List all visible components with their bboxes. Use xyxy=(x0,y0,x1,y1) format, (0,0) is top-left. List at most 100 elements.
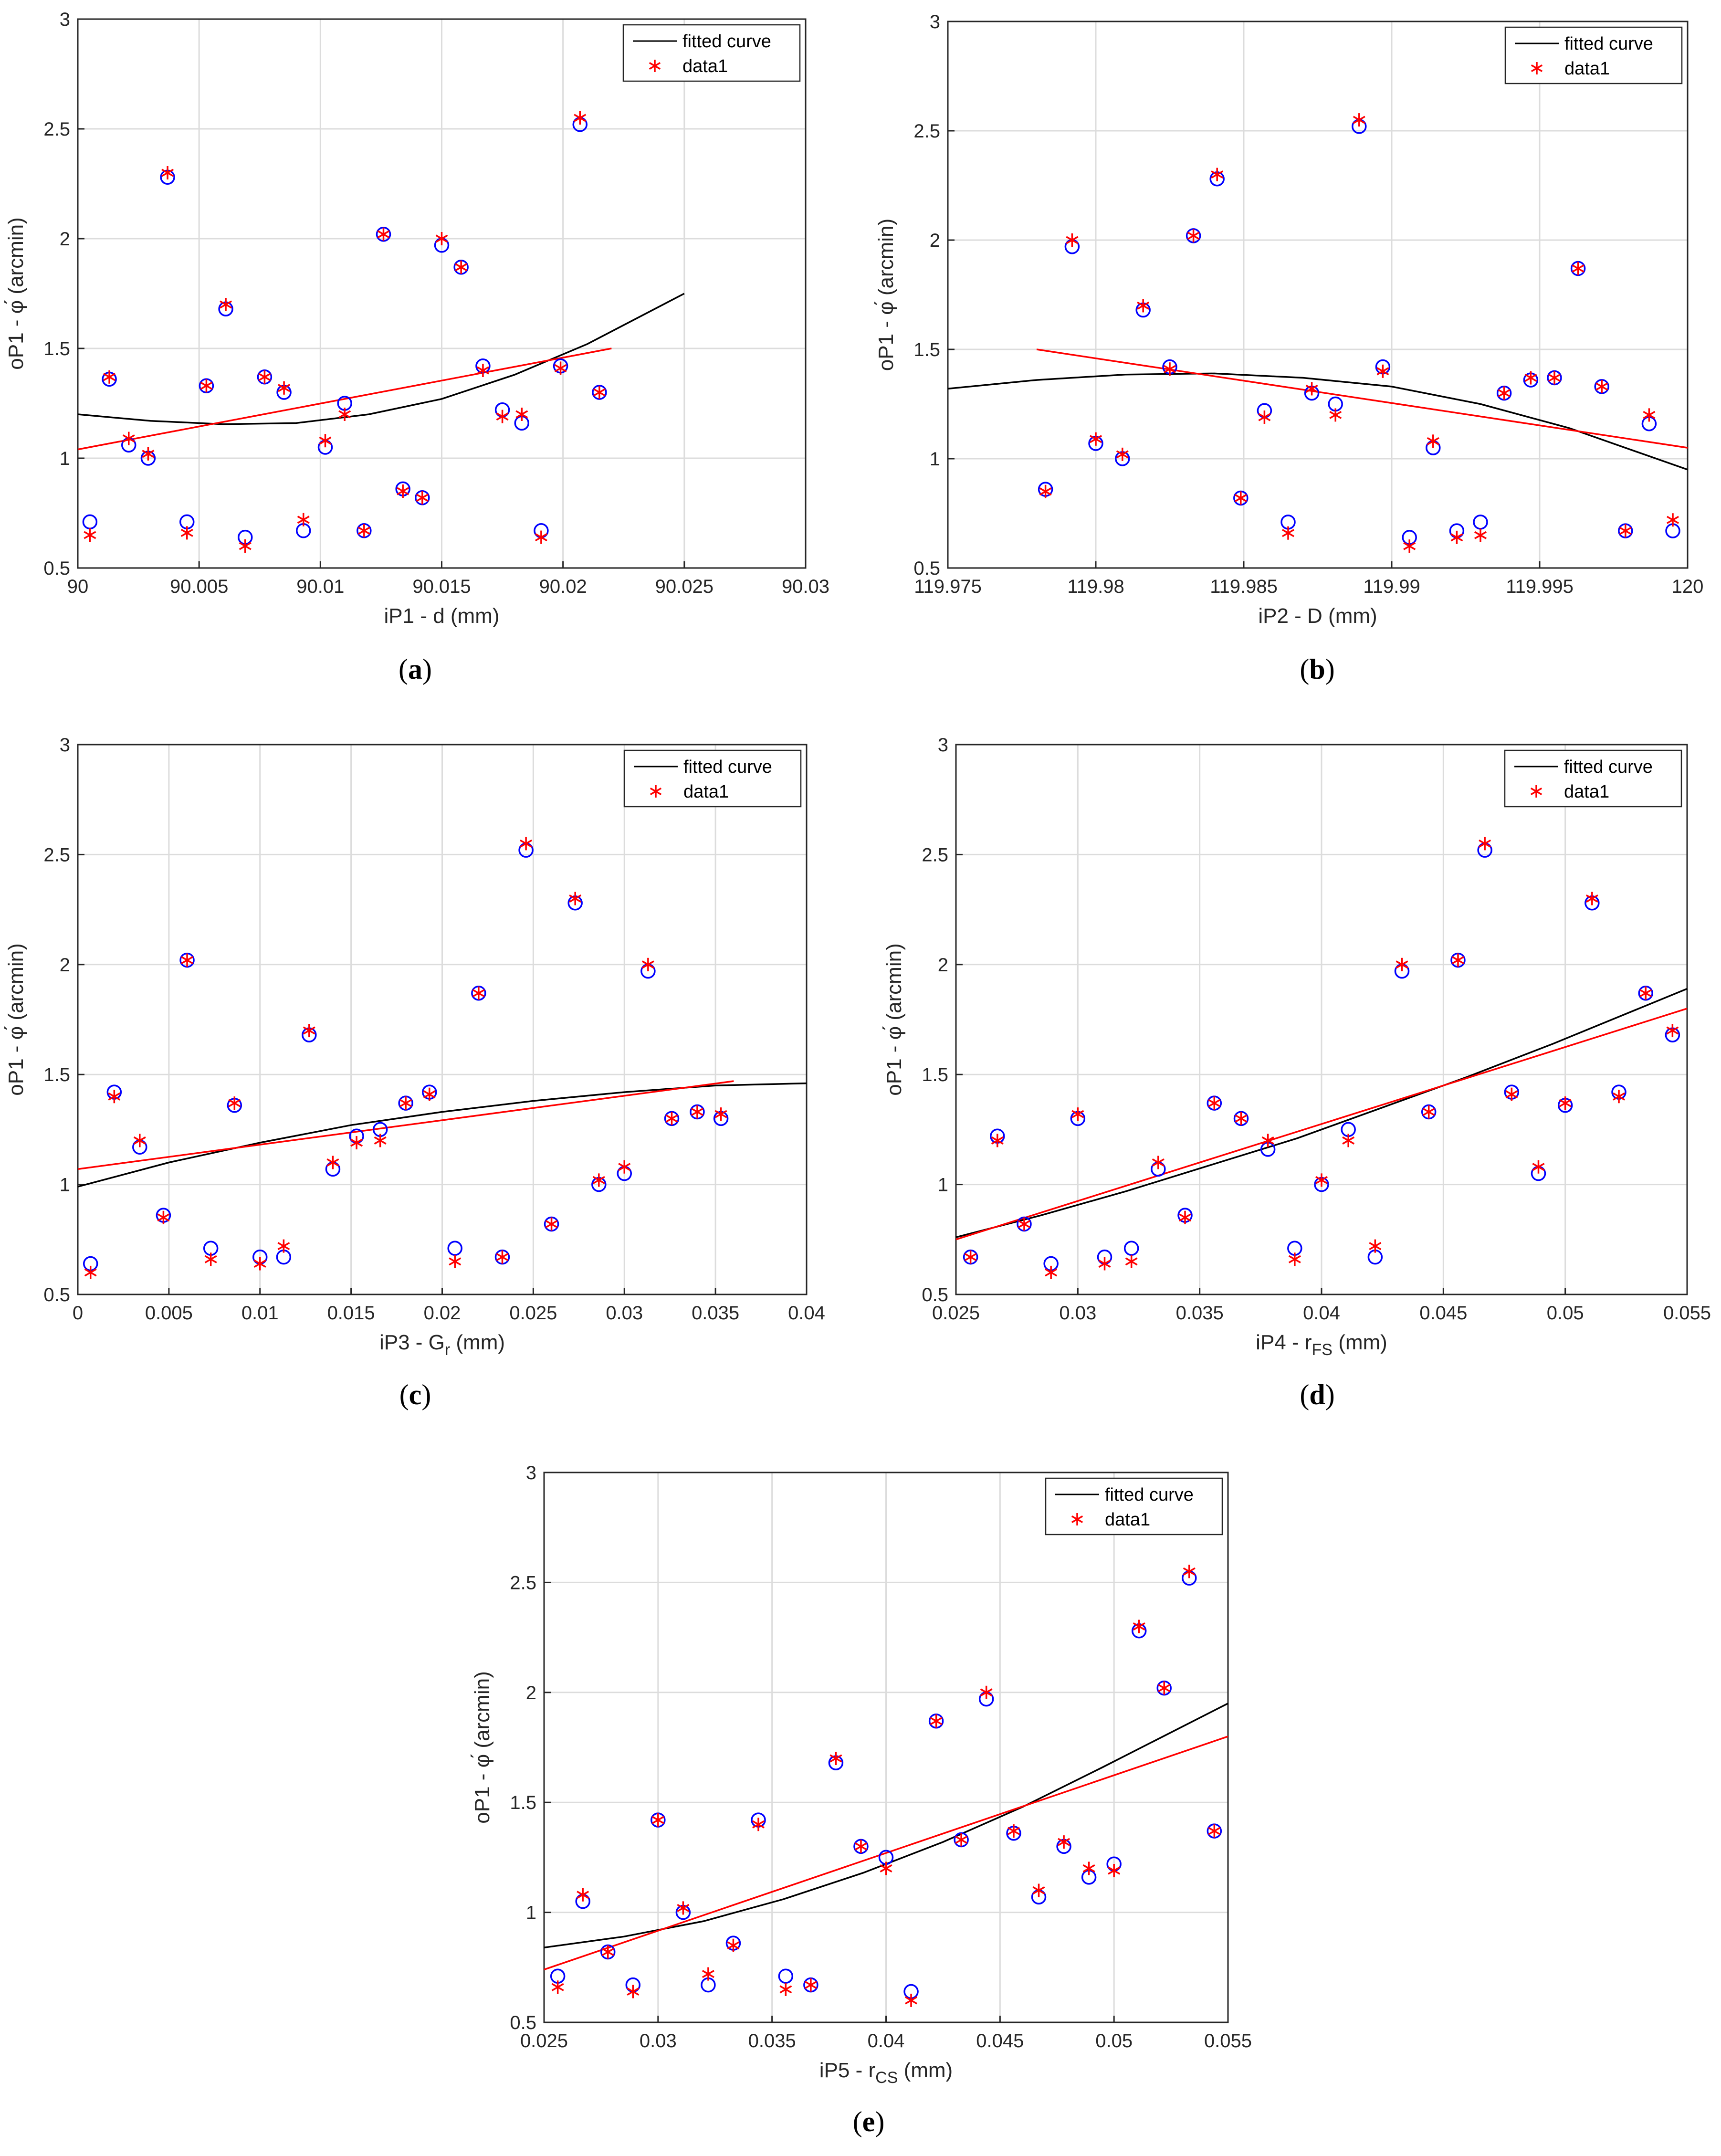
star-point xyxy=(258,370,271,384)
star-point xyxy=(551,1980,564,1994)
x-tick-label: 90.01 xyxy=(296,576,344,597)
star-point xyxy=(1234,491,1247,505)
y-tick-label: 2 xyxy=(930,230,940,251)
legend: fitted curve data1 xyxy=(1504,749,1682,808)
axes-box xyxy=(77,18,807,569)
star-point xyxy=(930,1714,943,1728)
star-point xyxy=(476,364,489,377)
star-point xyxy=(1258,410,1271,424)
star-point xyxy=(574,111,587,125)
star-point xyxy=(1032,1883,1045,1897)
chart-panel-4: 0.025 0.03 0.035 0.04 0.045 0.05 0.055 0.5 1 1.5 2… xyxy=(882,735,1711,1410)
star-point xyxy=(374,1134,387,1147)
star-point xyxy=(1450,530,1463,544)
linear-fit-line xyxy=(955,1008,1688,1241)
x-tick-label: 0.035 xyxy=(1176,1303,1224,1324)
y-axis-label: oP1 - φ́ (arcmin) xyxy=(4,943,28,1095)
star-point xyxy=(1152,1156,1165,1169)
x-tick-label: 0.035 xyxy=(748,2030,796,2051)
x-tick-label: 120 xyxy=(1672,576,1704,597)
x-tick-label: 90.02 xyxy=(539,576,587,597)
star-point xyxy=(200,379,213,393)
star-point xyxy=(297,513,310,526)
star-point xyxy=(1559,1096,1572,1110)
star-point xyxy=(520,837,533,851)
star-point xyxy=(627,1985,640,1998)
y-tick-label: 1 xyxy=(930,449,940,470)
x-axis-label: iP4 - rFS (mm) xyxy=(1256,1331,1387,1359)
legend-data-swatch xyxy=(650,785,662,798)
star-point xyxy=(677,1901,690,1915)
star-point xyxy=(727,1938,740,1952)
star-point xyxy=(423,1087,436,1101)
star-point xyxy=(496,1250,509,1264)
x-tick-label: 119.975 xyxy=(914,576,982,597)
star-point xyxy=(303,1024,315,1038)
star-point xyxy=(1116,447,1129,461)
x-tick-label: 0.055 xyxy=(1204,2030,1252,2051)
legend-data-label: data1 xyxy=(1564,782,1609,802)
star-point xyxy=(277,1239,290,1253)
star-point xyxy=(1133,1620,1145,1633)
y-tick-label: 2.5 xyxy=(43,844,70,865)
star-point xyxy=(1329,408,1342,422)
y-axis-label: oP1 - φ́ (arcmin) xyxy=(470,1671,494,1823)
x-tick-label: 90.03 xyxy=(782,576,829,597)
y-tick-label: 3 xyxy=(938,735,948,756)
y-tick-label: 1 xyxy=(938,1175,948,1196)
legend-data-swatch xyxy=(1530,785,1543,798)
star-point xyxy=(1422,1105,1435,1119)
star-point xyxy=(1282,526,1294,540)
star-point xyxy=(1305,382,1318,396)
chart-panel-1: 90 90.005 90.01 90.015 90.02 90.025 90.03 0.5 1 1… xyxy=(4,9,829,685)
star-point xyxy=(1235,1112,1248,1125)
star-point xyxy=(1125,1254,1138,1268)
legend-data-label: data1 xyxy=(683,782,729,802)
x-tick-label: 0.01 xyxy=(241,1303,279,1324)
y-axis-label: oP1 - φ́ (arcmin) xyxy=(882,943,906,1095)
star-point xyxy=(1639,986,1652,1000)
star-point xyxy=(569,892,582,905)
x-tick-label: 0.025 xyxy=(520,2030,568,2051)
star-point xyxy=(496,410,509,423)
star-point xyxy=(1548,371,1561,385)
y-tick-label: 0.5 xyxy=(43,558,70,579)
star-point xyxy=(1451,953,1464,967)
legend-fitted-label: fitted curve xyxy=(1105,1485,1194,1505)
x-tick-label: 90.015 xyxy=(412,576,471,597)
star-point xyxy=(535,530,547,544)
star-point xyxy=(253,1257,266,1271)
x-tick-label: 0.04 xyxy=(788,1303,825,1324)
plot-area xyxy=(948,21,1688,568)
x-tick-label: 0.03 xyxy=(640,2030,677,2051)
y-tick-label: 3 xyxy=(930,11,940,32)
star-point xyxy=(577,1888,589,1902)
x-tick-label: 0.035 xyxy=(692,1303,739,1324)
star-point xyxy=(1187,229,1200,242)
linear-fit-line xyxy=(544,1735,1228,1971)
star-point xyxy=(804,1978,817,1992)
x-axis-label: iP5 - rCS (mm) xyxy=(819,2059,953,2087)
star-point xyxy=(1208,1824,1221,1838)
star-point xyxy=(1158,1681,1171,1695)
y-tick-label: 1.5 xyxy=(510,1792,536,1813)
y-tick-label: 2.5 xyxy=(510,1572,536,1593)
star-point xyxy=(554,361,567,375)
star-point xyxy=(1179,1210,1192,1224)
legend-fitted-label: fitted curve xyxy=(1564,757,1653,777)
star-point xyxy=(1342,1134,1355,1147)
x-tick-label: 0.015 xyxy=(327,1303,375,1324)
star-point xyxy=(592,1173,605,1187)
star-point xyxy=(1208,1096,1221,1110)
x-tick-label: 0.045 xyxy=(976,2030,1024,2051)
legend-data-swatch xyxy=(1071,1513,1083,1525)
x-tick-label: 0.03 xyxy=(1059,1303,1096,1324)
y-tick-label: 2 xyxy=(60,955,70,976)
star-point xyxy=(1532,1160,1545,1174)
star-point xyxy=(1066,233,1079,247)
star-point xyxy=(1288,1252,1301,1266)
x-tick-label: 0 xyxy=(73,1303,83,1324)
star-point xyxy=(84,528,96,542)
y-tick-label: 1 xyxy=(526,1903,536,1924)
star-point xyxy=(991,1134,1004,1147)
